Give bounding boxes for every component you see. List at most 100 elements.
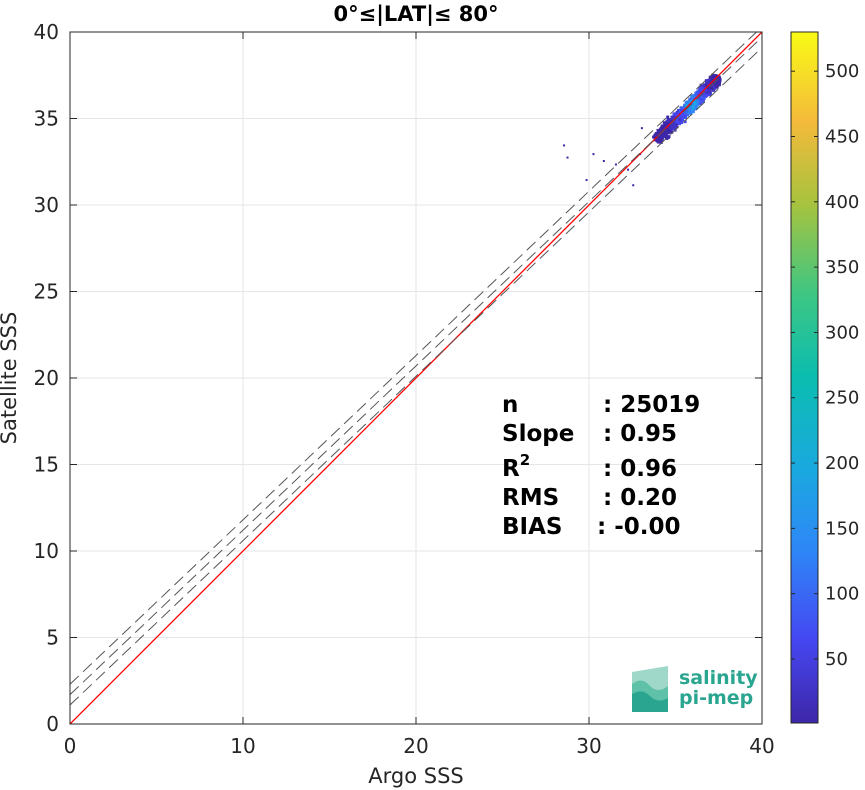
logo-line2: pi-mep [679,687,753,709]
stats-slope-label: Slope [502,421,574,447]
stats-rms-label: RMS [502,485,559,511]
density-bin [673,123,677,126]
stats-r2-base: R [502,456,520,482]
colorbar-tick-label: 350 [825,257,859,278]
outlier-bin [585,179,588,182]
density-bin [677,112,681,116]
density-bin [673,126,677,130]
density-bin [664,121,668,125]
density-bin [706,86,710,90]
x-tick-label: 20 [403,734,428,758]
y-tick-label: 15 [34,453,59,477]
colorbar-tick-label: 300 [825,322,859,343]
density-bin [658,135,662,139]
y-tick-label: 5 [46,626,59,650]
density-bin [701,98,705,102]
density-bin [664,132,668,136]
density-bin [676,108,680,112]
density-bin [680,109,684,112]
density-bin [699,97,703,101]
density-bin [678,118,682,122]
density-bin [670,126,674,130]
density-bin [686,100,690,104]
stats-box: n : 25019 Slope : 0.95 R2 : 0.96 RMS : 0… [502,392,700,540]
density-bin [658,128,662,132]
density-bin [703,83,706,87]
density-bin [681,117,684,121]
density-bin [673,115,677,119]
density-bin [709,80,713,84]
density-bin [702,95,706,99]
y-tick-label: 10 [34,539,59,563]
density-bin [662,130,666,134]
density-bin [654,138,658,142]
density-bin [707,88,711,92]
density-bin [665,136,668,140]
density-bin [684,109,688,113]
y-tick-label: 20 [34,366,59,390]
density-bin [670,118,674,122]
outlier-bin [627,168,630,171]
outlier-bin [602,160,605,163]
density-cluster [563,73,722,187]
density-bin [658,133,662,137]
density-bin [688,97,692,101]
outlier-bin [614,163,617,166]
density-bin [664,128,668,132]
stats-n-value: : 25019 [603,392,700,418]
density-bin [670,115,674,119]
density-bin [713,81,717,85]
density-bin [670,123,674,127]
density-bin [690,95,694,99]
density-bin [704,87,708,91]
density-bin [667,119,671,123]
density-bin [684,116,687,120]
density-bin [704,79,708,83]
density-bin [717,83,721,87]
density-bin [699,102,703,106]
density-bin [718,80,722,84]
density-bin [690,102,694,106]
density-bin [691,94,695,98]
stats-r2-sup: 2 [520,451,530,469]
stats-bias-value: : -0.00 [597,514,681,540]
colorbar-tick-label: 200 [825,453,859,474]
colorbar-tick-label: 400 [825,192,859,213]
density-bin [705,93,709,97]
density-bin [689,99,692,103]
density-bin [706,81,710,85]
density-bin [659,140,663,144]
density-bin [705,83,709,87]
density-bin [660,133,664,137]
density-bin [701,93,705,97]
stats-rms-value: : 0.20 [603,485,677,511]
density-bin [667,135,671,139]
density-bin [696,97,700,101]
density-bin [691,110,695,114]
density-bin [662,121,666,125]
density-bin [697,99,701,103]
density-bin [694,105,697,109]
density-bin [696,89,700,93]
x-tick-label: 0 [64,734,77,758]
chart-title: 0°≤|LAT|≤ 80° [333,2,498,27]
waves-icon [632,666,668,712]
x-tick-label: 10 [230,734,255,758]
colorbar-tick-label: 150 [825,518,859,539]
y-tick-label: 40 [34,20,59,44]
density-bin [704,90,708,94]
x-tick-label: 40 [749,734,774,758]
y-tick-label: 25 [34,280,59,304]
density-bin [669,120,673,124]
density-bin [684,111,688,115]
stats-r2-value: : 0.96 [603,456,677,482]
density-bin [715,85,719,89]
density-bin [691,106,695,110]
logo-line1: salinity [679,667,758,689]
density-bin [711,73,715,77]
colorbar-gradient [790,31,819,724]
outlier-bin [592,153,595,156]
density-bin [660,137,664,141]
density-bin [718,78,722,82]
